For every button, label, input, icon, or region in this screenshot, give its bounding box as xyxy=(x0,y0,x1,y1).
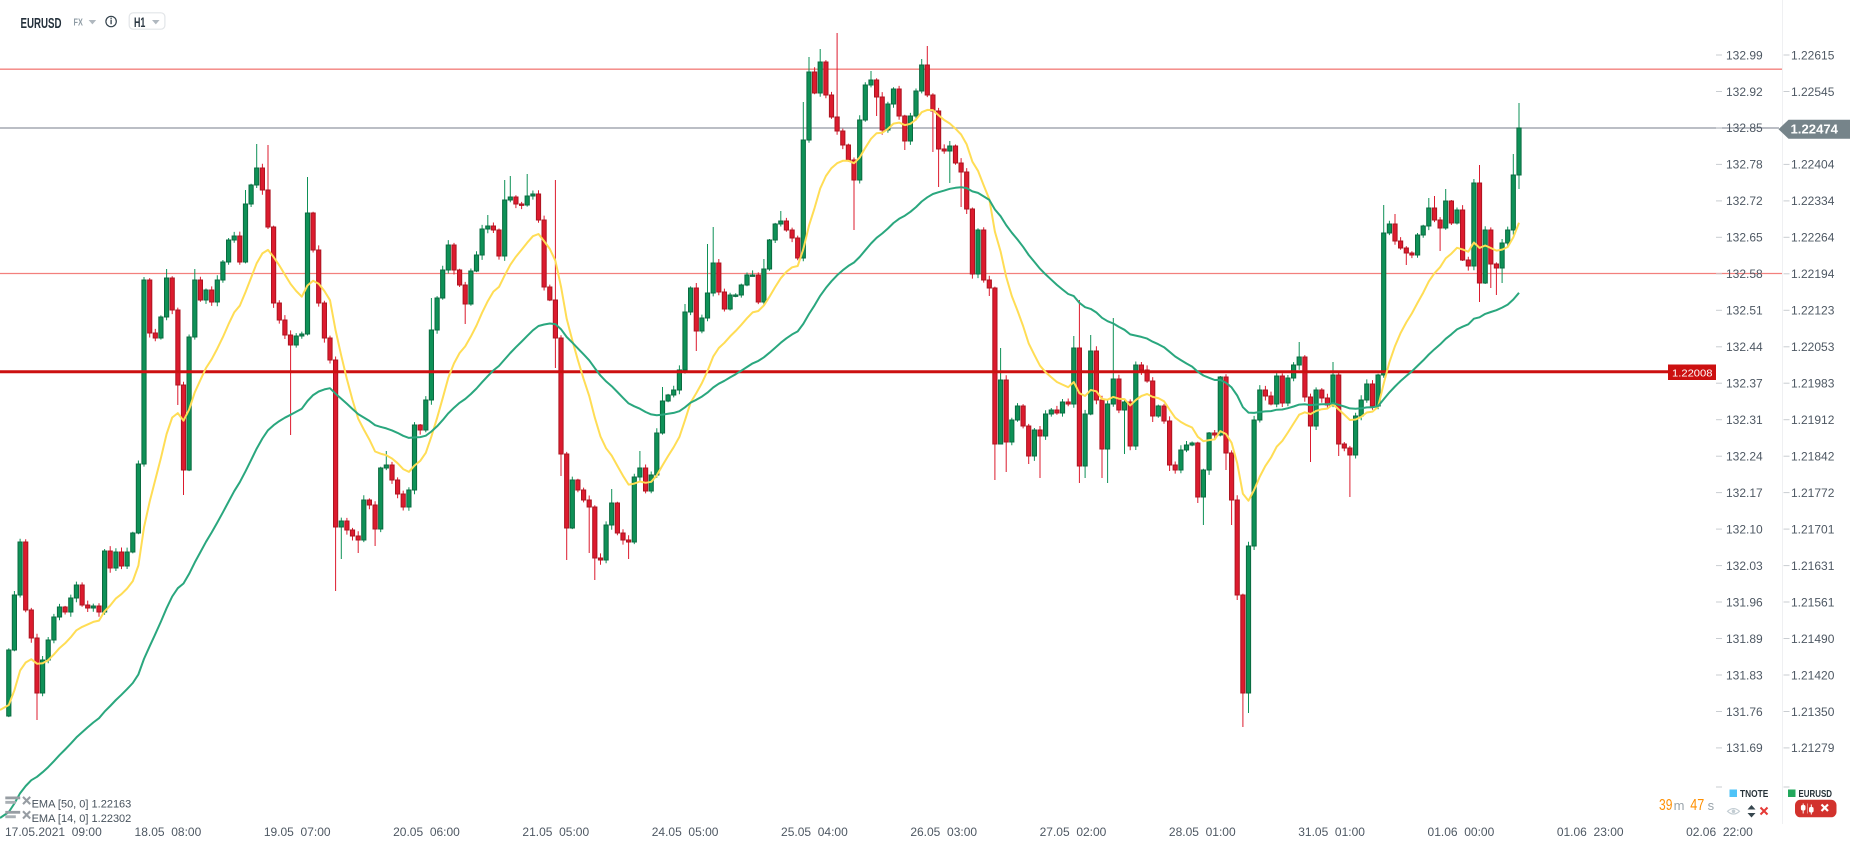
svg-text:1.21983: 1.21983 xyxy=(1791,377,1835,391)
svg-text:1.22264: 1.22264 xyxy=(1791,231,1835,245)
svg-text:132.37: 132.37 xyxy=(1726,377,1763,391)
svg-text:FX: FX xyxy=(74,17,84,28)
svg-text:1.21350: 1.21350 xyxy=(1791,705,1835,719)
svg-text:TNOTE: TNOTE xyxy=(1740,789,1769,800)
svg-text:1.21912: 1.21912 xyxy=(1791,413,1835,427)
svg-text:1.22053: 1.22053 xyxy=(1791,340,1835,354)
svg-text:1.22404: 1.22404 xyxy=(1791,158,1835,172)
svg-text:21.05 05:00: 21.05 05:00 xyxy=(522,825,589,839)
svg-text:EMA [50, 0] 1.22163: EMA [50, 0] 1.22163 xyxy=(32,799,132,811)
svg-text:39: 39 xyxy=(1659,797,1672,814)
svg-text:132.51: 132.51 xyxy=(1726,304,1763,318)
svg-text:24.05 05:00: 24.05 05:00 xyxy=(652,825,719,839)
svg-text:1.21701: 1.21701 xyxy=(1791,522,1835,536)
svg-text:18.05 08:00: 18.05 08:00 xyxy=(135,825,202,839)
svg-text:EURUSD: EURUSD xyxy=(1799,789,1833,800)
svg-text:132.58: 132.58 xyxy=(1726,267,1763,281)
svg-text:1.22194: 1.22194 xyxy=(1791,267,1835,281)
svg-text:01.06 00:00: 01.06 00:00 xyxy=(1428,825,1495,839)
svg-text:1.22615: 1.22615 xyxy=(1791,48,1835,62)
svg-text:02.06 22:00: 02.06 22:00 xyxy=(1686,825,1753,839)
svg-text:131.76: 131.76 xyxy=(1726,705,1763,719)
svg-text:1.22334: 1.22334 xyxy=(1791,194,1835,208)
svg-text:s: s xyxy=(1708,798,1715,813)
svg-text:132.03: 132.03 xyxy=(1726,559,1763,573)
svg-text:28.05 01:00: 28.05 01:00 xyxy=(1169,825,1236,839)
svg-text:1.21490: 1.21490 xyxy=(1791,632,1835,646)
svg-text:20.05 06:00: 20.05 06:00 xyxy=(393,825,460,839)
svg-text:1.22545: 1.22545 xyxy=(1791,85,1835,99)
svg-text:31.05 01:00: 31.05 01:00 xyxy=(1298,825,1365,839)
svg-text:1.21842: 1.21842 xyxy=(1791,450,1835,464)
svg-text:132.65: 132.65 xyxy=(1726,231,1763,245)
svg-text:H1: H1 xyxy=(134,15,146,30)
svg-text:132.17: 132.17 xyxy=(1726,486,1763,500)
svg-text:1.21420: 1.21420 xyxy=(1791,668,1835,682)
svg-text:131.83: 131.83 xyxy=(1726,668,1763,682)
svg-text:1.21631: 1.21631 xyxy=(1791,559,1835,573)
svg-text:1.21772: 1.21772 xyxy=(1791,486,1835,500)
svg-text:47: 47 xyxy=(1690,797,1704,814)
svg-text:1.21561: 1.21561 xyxy=(1791,595,1835,609)
svg-text:132.99: 132.99 xyxy=(1726,48,1763,62)
svg-text:132.31: 132.31 xyxy=(1726,413,1763,427)
svg-text:25.05 04:00: 25.05 04:00 xyxy=(781,825,848,839)
svg-text:17.05.2021 09:00: 17.05.2021 09:00 xyxy=(5,825,102,839)
svg-text:131.69: 131.69 xyxy=(1726,741,1763,755)
svg-text:132.85: 132.85 xyxy=(1726,121,1763,135)
svg-text:131.96: 131.96 xyxy=(1726,595,1763,609)
svg-text:EURUSD: EURUSD xyxy=(21,16,62,32)
svg-text:132.92: 132.92 xyxy=(1726,85,1763,99)
svg-text:132.10: 132.10 xyxy=(1726,522,1763,536)
svg-text:1.22008: 1.22008 xyxy=(1672,368,1713,380)
svg-text:19.05 07:00: 19.05 07:00 xyxy=(264,825,331,839)
svg-text:132.72: 132.72 xyxy=(1726,194,1763,208)
svg-text:132.44: 132.44 xyxy=(1726,340,1763,354)
svg-text:132.24: 132.24 xyxy=(1726,450,1763,464)
svg-text:01.06 23:00: 01.06 23:00 xyxy=(1557,825,1624,839)
svg-text:EMA [14, 0] 1.22302: EMA [14, 0] 1.22302 xyxy=(32,813,132,825)
svg-text:1.22474: 1.22474 xyxy=(1791,122,1839,137)
svg-text:132.78: 132.78 xyxy=(1726,158,1763,172)
svg-text:m: m xyxy=(1674,798,1685,813)
svg-text:27.05 02:00: 27.05 02:00 xyxy=(1040,825,1107,839)
svg-text:131.89: 131.89 xyxy=(1726,632,1763,646)
svg-text:1.22123: 1.22123 xyxy=(1791,304,1835,318)
svg-text:26.05 03:00: 26.05 03:00 xyxy=(910,825,977,839)
svg-text:1.21279: 1.21279 xyxy=(1791,741,1835,755)
